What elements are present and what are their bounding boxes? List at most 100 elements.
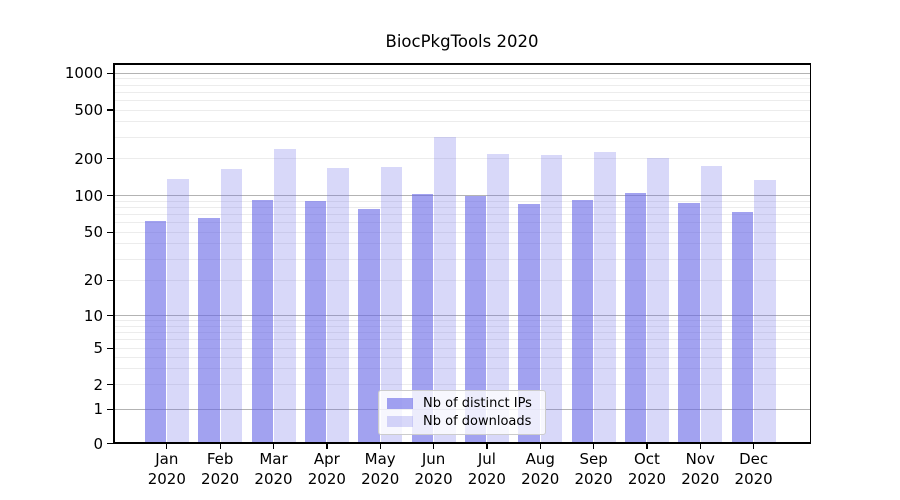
x-tick-label: Nov 2020 (681, 450, 720, 488)
x-tick-mark (326, 443, 328, 449)
legend-label: Nb of downloads (423, 413, 532, 429)
x-tick-label: Jun 2020 (414, 450, 453, 488)
legend-label: Nb of distinct IPs (423, 395, 532, 411)
legend-entry: Nb of downloads (387, 413, 545, 429)
y-tick-label: 100 (74, 186, 103, 205)
bar-distinct-ips (464, 195, 487, 444)
minor-gridline (113, 99, 811, 101)
bar-downloads (274, 149, 296, 444)
x-tick-mark (646, 443, 648, 449)
bar-downloads (327, 167, 349, 444)
x-tick-label: Jul 2020 (467, 450, 506, 488)
minor-gridline (113, 200, 811, 202)
bar-downloads (700, 166, 723, 444)
chart-title: BiocPkgTools 2020 (385, 32, 539, 51)
x-tick-mark (699, 443, 701, 449)
y-tick-label: 0 (93, 434, 103, 453)
minor-gridline (113, 222, 811, 224)
x-tick-label: Mar 2020 (254, 450, 293, 488)
minor-gridline (113, 339, 811, 341)
x-tick-label: Oct 2020 (627, 450, 667, 488)
y-tick-label: 10 (83, 306, 103, 325)
x-tick-label: Apr 2020 (307, 450, 346, 488)
major-gridline (113, 72, 811, 74)
minor-gridline (113, 158, 811, 160)
minor-gridline (113, 231, 811, 233)
bar-distinct-ips (304, 201, 327, 444)
y-tick-label: 1000 (64, 64, 103, 83)
y-tick-label: 5 (93, 339, 103, 358)
y-tick-label: 2 (93, 375, 103, 394)
x-tick-label: Dec 2020 (734, 450, 773, 488)
minor-gridline (113, 258, 811, 260)
x-tick-mark (379, 443, 381, 449)
minor-gridline (113, 367, 811, 369)
x-tick-mark (753, 443, 755, 449)
spine-bottom (113, 442, 811, 444)
x-tick-mark (539, 443, 541, 449)
spine-top (113, 63, 811, 65)
bar-distinct-ips (624, 192, 647, 444)
minor-gridline (113, 91, 811, 93)
bar-downloads (540, 155, 563, 444)
x-tick-label: Aug 2020 (521, 450, 560, 488)
y-tick-label: 50 (83, 223, 103, 242)
y-tick-label: 200 (74, 149, 103, 168)
minor-gridline (113, 84, 811, 86)
minor-gridline (113, 121, 811, 123)
bar-distinct-ips (198, 217, 220, 444)
minor-gridline (113, 356, 811, 358)
x-tick-label: Jan 2020 (147, 450, 186, 488)
bar-downloads (594, 152, 616, 444)
minor-gridline (113, 136, 811, 138)
x-tick-label: Feb 2020 (201, 450, 240, 488)
y-tick-label: 20 (83, 271, 103, 290)
bar-downloads (647, 157, 669, 444)
minor-gridline (113, 78, 811, 80)
legend: Nb of distinct IPs Nb of downloads (378, 390, 546, 435)
spine-left (113, 63, 115, 444)
bar-distinct-ips (411, 194, 434, 444)
minor-gridline (113, 243, 811, 245)
bar-downloads (220, 168, 243, 444)
minor-gridline (113, 331, 811, 333)
legend-swatch-distinct-ips (387, 398, 413, 409)
bar-distinct-ips (678, 203, 700, 444)
major-gridline (113, 315, 811, 317)
x-tick-label: Sep 2020 (574, 450, 613, 488)
y-tick-label: 1 (93, 400, 103, 419)
legend-entry: Nb of distinct IPs (387, 395, 545, 411)
x-tick-mark (272, 443, 275, 449)
minor-gridline (113, 213, 811, 215)
bar-downloads (434, 137, 456, 444)
spine-right (809, 63, 811, 444)
bar-distinct-ips (144, 220, 167, 444)
minor-gridline (113, 384, 811, 385)
bar-downloads (487, 153, 509, 444)
legend-swatch-downloads (387, 416, 413, 427)
minor-gridline (113, 325, 811, 327)
bar-distinct-ips (518, 203, 540, 444)
minor-gridline (113, 206, 811, 208)
x-tick-mark (432, 443, 435, 449)
bar-downloads (380, 167, 403, 444)
bar-distinct-ips (731, 212, 754, 444)
bar-distinct-ips (358, 209, 380, 444)
bar-downloads (167, 178, 189, 444)
minor-gridline (113, 320, 811, 322)
x-tick-mark (593, 443, 595, 449)
bar-distinct-ips (251, 200, 273, 444)
bar-downloads (754, 179, 776, 444)
x-tick-mark (486, 443, 488, 449)
minor-gridline (113, 279, 811, 281)
bar-distinct-ips (571, 200, 594, 444)
minor-gridline (113, 109, 811, 111)
x-tick-mark (219, 443, 221, 449)
x-tick-mark (166, 443, 168, 449)
minor-gridline (113, 347, 811, 349)
y-tick-label: 500 (74, 101, 103, 119)
plot-area (113, 63, 811, 444)
x-tick-label: May 2020 (361, 450, 400, 488)
major-gridline (113, 195, 811, 197)
